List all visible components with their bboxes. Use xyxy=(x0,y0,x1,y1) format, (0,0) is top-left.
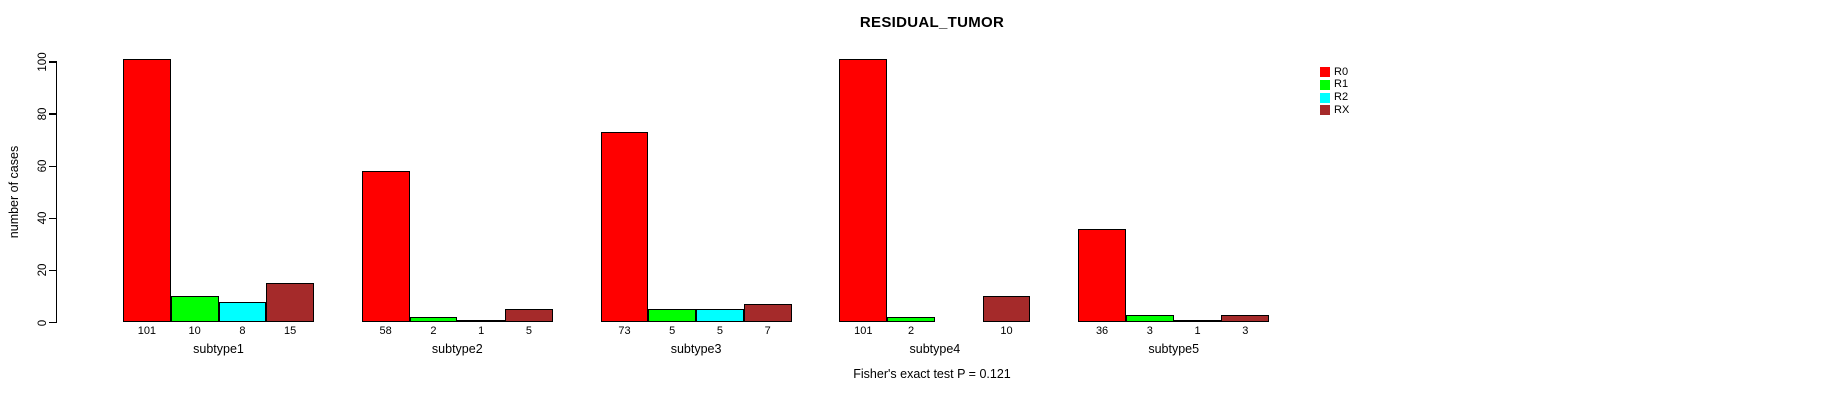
bar-r1-subtype3 xyxy=(648,309,697,323)
category-label-subtype1: subtype1 xyxy=(193,342,244,356)
bar-count-label: 3 xyxy=(1146,325,1153,337)
bar-r1-subtype1 xyxy=(170,296,219,323)
y-tick-mark xyxy=(49,321,57,324)
bar-count-label: 2 xyxy=(907,325,915,337)
bar-count-label: 5 xyxy=(525,325,532,337)
y-tick-label: 60 xyxy=(37,159,49,173)
bar-count-label: 1 xyxy=(1194,325,1201,337)
y-tick-label: 100 xyxy=(37,52,49,72)
y-tick-mark xyxy=(49,61,57,63)
bar-count-label: 5 xyxy=(669,325,676,337)
bar-count-label: 15 xyxy=(284,325,297,337)
y-tick-label: 80 xyxy=(37,107,49,121)
bar-count-label: 36 xyxy=(1095,325,1109,337)
category-label-subtype4: subtype4 xyxy=(909,342,961,356)
y-axis-label: number of cases xyxy=(7,145,21,239)
bar-count-label: 10 xyxy=(1000,325,1013,337)
category-label-subtype3: subtype3 xyxy=(670,342,722,356)
bar-count-label: 101 xyxy=(854,325,873,337)
bar-r0-subtype1 xyxy=(123,59,171,323)
y-tick-label: 20 xyxy=(37,264,49,277)
legend-label-r0: R0 xyxy=(1334,65,1349,78)
bar-count-label: 101 xyxy=(137,325,157,337)
bar-rx-subtype2 xyxy=(505,309,553,323)
y-tick-label: 40 xyxy=(37,211,49,225)
bar-rx-subtype5 xyxy=(1221,314,1270,323)
legend-swatch-rx xyxy=(1320,105,1330,116)
fisher-test-annotation: Fisher's exact test P = 0.121 xyxy=(853,367,1011,381)
y-tick-label: 0 xyxy=(37,319,49,326)
bar-r0-subtype4 xyxy=(839,59,888,323)
bar-r0-subtype5 xyxy=(1078,228,1126,323)
y-tick-mark xyxy=(49,217,57,220)
bar-r0-subtype2 xyxy=(361,171,410,323)
bar-rx-subtype1 xyxy=(266,283,314,323)
bar-count-label: 73 xyxy=(618,325,631,337)
legend-label-r1: R1 xyxy=(1334,78,1349,91)
bar-r1-subtype5 xyxy=(1125,314,1174,323)
y-tick-mark xyxy=(49,165,57,167)
bar-r2-subtype2 xyxy=(457,319,506,323)
bar-r2-subtype1 xyxy=(218,301,267,323)
bar-count-label: 3 xyxy=(1242,325,1249,337)
legend-swatch-r0 xyxy=(1320,67,1330,77)
bar-count-label: 7 xyxy=(764,325,771,337)
bar-count-label: 1 xyxy=(478,325,485,337)
legend-label-rx: RX xyxy=(1334,103,1350,116)
bar-r1-subtype4 xyxy=(887,317,935,323)
bar-r1-subtype2 xyxy=(409,317,458,323)
y-tick-mark xyxy=(49,113,57,115)
bar-count-label: 58 xyxy=(379,325,392,337)
bar-count-label: 5 xyxy=(716,325,724,337)
bar-r2-subtype5 xyxy=(1173,319,1222,323)
chart-title: RESIDUAL_TUMOR xyxy=(859,14,1005,31)
y-tick-mark xyxy=(49,269,57,272)
bar-count-label: 10 xyxy=(188,325,201,337)
legend-swatch-r2 xyxy=(1320,92,1330,103)
bar-count-label: 2 xyxy=(430,325,437,337)
bar-r0-subtype3 xyxy=(600,132,649,323)
bar-count-label: 8 xyxy=(239,325,246,337)
legend-label-r2: R2 xyxy=(1334,91,1349,104)
legend-swatch-r1 xyxy=(1320,79,1330,90)
category-label-subtype2: subtype2 xyxy=(431,342,483,356)
bar-rx-subtype4 xyxy=(982,296,1031,323)
bar-rx-subtype3 xyxy=(743,304,792,323)
category-label-subtype5: subtype5 xyxy=(1148,342,1200,356)
y-axis-line xyxy=(55,61,57,323)
bar-r2-subtype3 xyxy=(696,309,744,323)
